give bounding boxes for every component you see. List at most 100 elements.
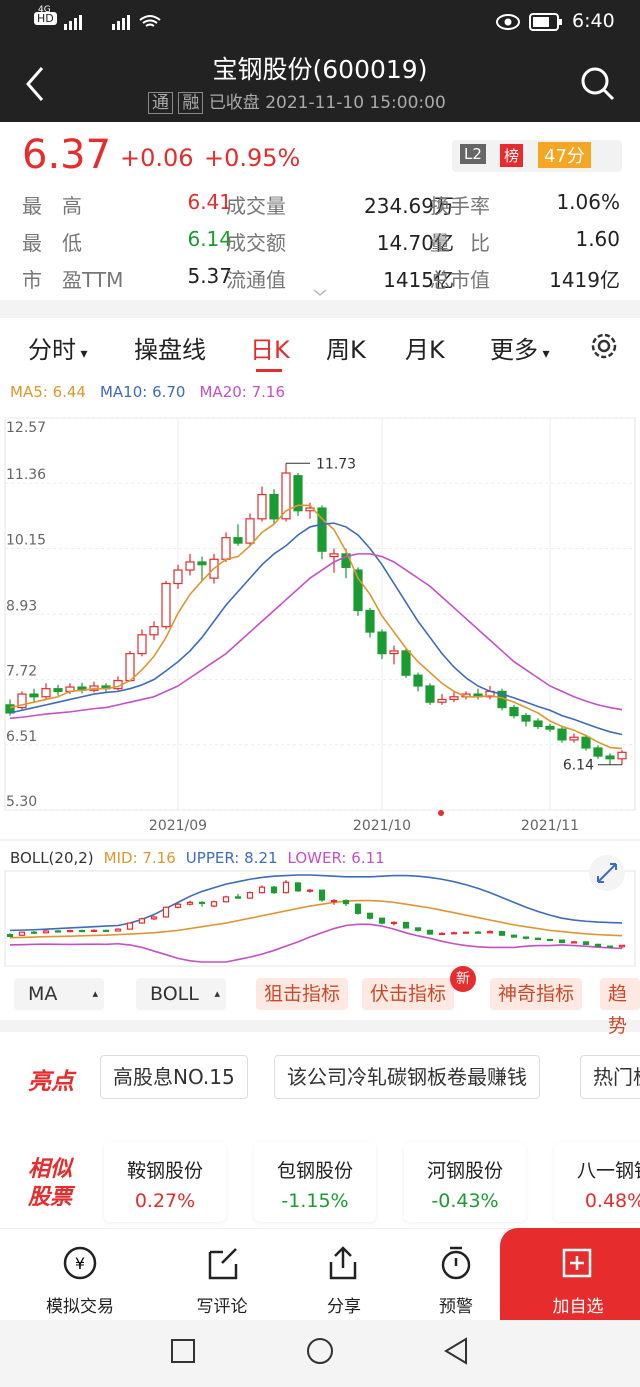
candle-body: [594, 943, 602, 947]
nav-label[interactable]: 写评论: [196, 1297, 248, 1317]
stat-label: 最 低: [22, 231, 82, 255]
candle-body: [546, 938, 554, 942]
settings-icon[interactable]: [588, 330, 620, 362]
candle-body: [185, 561, 195, 571]
status-icons: [496, 13, 562, 31]
similar-card[interactable]: [104, 1142, 226, 1222]
candle-body: [257, 493, 267, 520]
indicator-chip[interactable]: BOLL ▴: [136, 978, 226, 1010]
nav-label[interactable]: 预警: [439, 1297, 473, 1317]
candle-body: [197, 561, 207, 566]
candle-body: [210, 901, 218, 907]
candle-body: [354, 903, 362, 914]
x-tick-label: 2021/10: [353, 818, 411, 834]
candle-body: [17, 693, 27, 709]
candle-body: [137, 634, 147, 655]
highlight-tag[interactable]: 该公司冷轧碳钢板卷最赚钱: [274, 1055, 540, 1099]
indicator-chip[interactable]: 神奇指标: [490, 978, 583, 1010]
candle-body: [545, 725, 555, 730]
x-tick-label: 2021/11: [521, 818, 579, 834]
y-tick-label: 7.72: [6, 664, 37, 680]
rank-badge[interactable]: 榜: [500, 144, 524, 167]
tab-underline: [256, 369, 282, 372]
similar-name: 鞍钢股份: [126, 1160, 203, 1182]
y-tick-label: 10.15: [6, 532, 46, 548]
nav-icons: ¥: [63, 1246, 592, 1280]
boll-line: [9, 923, 623, 963]
similar-pct: -1.15%: [281, 1190, 349, 1212]
tab[interactable]: 分时 ▾: [28, 336, 88, 364]
candle-body: [161, 582, 171, 628]
candle-body: [366, 912, 374, 919]
candle-body: [162, 906, 170, 918]
stat-value: 1415亿: [383, 268, 454, 292]
candle-body: [533, 720, 543, 728]
similar-card[interactable]: [554, 1142, 640, 1222]
candle-body: [606, 945, 614, 948]
candle-body: [582, 941, 590, 945]
candle-body: [449, 696, 459, 701]
candle-body: [149, 626, 159, 636]
tab[interactable]: 操盘线: [134, 336, 206, 364]
similar-name: 八一钢铁: [576, 1160, 640, 1182]
candle-body: [114, 928, 122, 932]
candle-body: [306, 889, 314, 892]
stat-value: 1.60: [575, 227, 620, 251]
ma-line: [9, 522, 623, 736]
candle-body: [54, 930, 62, 933]
candle-body: [6, 934, 14, 938]
candle-body: [569, 736, 579, 741]
similar-pct: 0.48%: [584, 1190, 640, 1212]
candle-body: [294, 882, 302, 892]
candle-body: [593, 747, 603, 757]
stat-value: 6.14: [187, 227, 232, 251]
highlight-tag[interactable]: 高股息NO.15: [100, 1055, 248, 1099]
back-button[interactable]: [22, 66, 52, 102]
indicator-chip[interactable]: 伏击指标: [362, 978, 455, 1010]
nav-label[interactable]: 模拟交易: [46, 1297, 114, 1317]
candle-body: [282, 881, 290, 894]
stat-value: 5.37: [187, 264, 232, 288]
candle-body: [557, 728, 567, 741]
candle-body: [41, 688, 51, 698]
similar-name: 河钢股份: [426, 1160, 503, 1182]
candle-body: [318, 889, 326, 901]
candle-body: [270, 886, 278, 894]
l2-badge[interactable]: L2: [460, 144, 486, 164]
tab[interactable]: 日K: [250, 336, 290, 364]
candle-body: [138, 918, 146, 924]
candle-body: [29, 693, 39, 698]
boll-legend: UPPER: 8.21: [186, 849, 278, 867]
candle-body: [234, 896, 242, 899]
expand-icon[interactable]: [312, 288, 328, 298]
nav-label[interactable]: 加自选: [552, 1297, 604, 1317]
candle-body: [510, 934, 518, 938]
event-dot: [438, 810, 444, 816]
highlight-tag[interactable]: 热门板: [580, 1055, 640, 1099]
indicator-chip[interactable]: 趋势: [600, 978, 640, 1037]
signal-icons: [64, 15, 161, 30]
indicator-chip[interactable]: 狙击指标: [256, 978, 349, 1010]
candle-body: [174, 903, 182, 908]
price: 6.37: [22, 132, 112, 178]
indicator-chip[interactable]: MA ▴: [14, 978, 104, 1010]
candle-body: [401, 650, 411, 676]
score-badge[interactable]: 47分: [538, 142, 591, 168]
badge: 融: [178, 92, 204, 114]
candle-body: [390, 921, 398, 925]
tab[interactable]: 周K: [326, 336, 366, 364]
stat-value: 1419亿: [549, 268, 620, 292]
similar-card[interactable]: [404, 1142, 526, 1222]
subtitle: 通 融 已收盘 2021-11-10 15:00:00: [148, 88, 446, 114]
add-watchlist-bg[interactable]: [500, 1228, 640, 1320]
nav-label[interactable]: 分享: [327, 1297, 361, 1317]
tab[interactable]: 月K: [405, 336, 445, 364]
candle-body: [186, 901, 194, 905]
similar-card[interactable]: [254, 1142, 376, 1222]
tab[interactable]: 更多 ▾: [490, 336, 550, 364]
candle-body: [534, 937, 542, 941]
search-button[interactable]: [578, 64, 618, 104]
candle-body: [617, 751, 627, 760]
ma-legend: MA5: 6.44: [10, 383, 86, 401]
candle-body: [425, 685, 435, 703]
